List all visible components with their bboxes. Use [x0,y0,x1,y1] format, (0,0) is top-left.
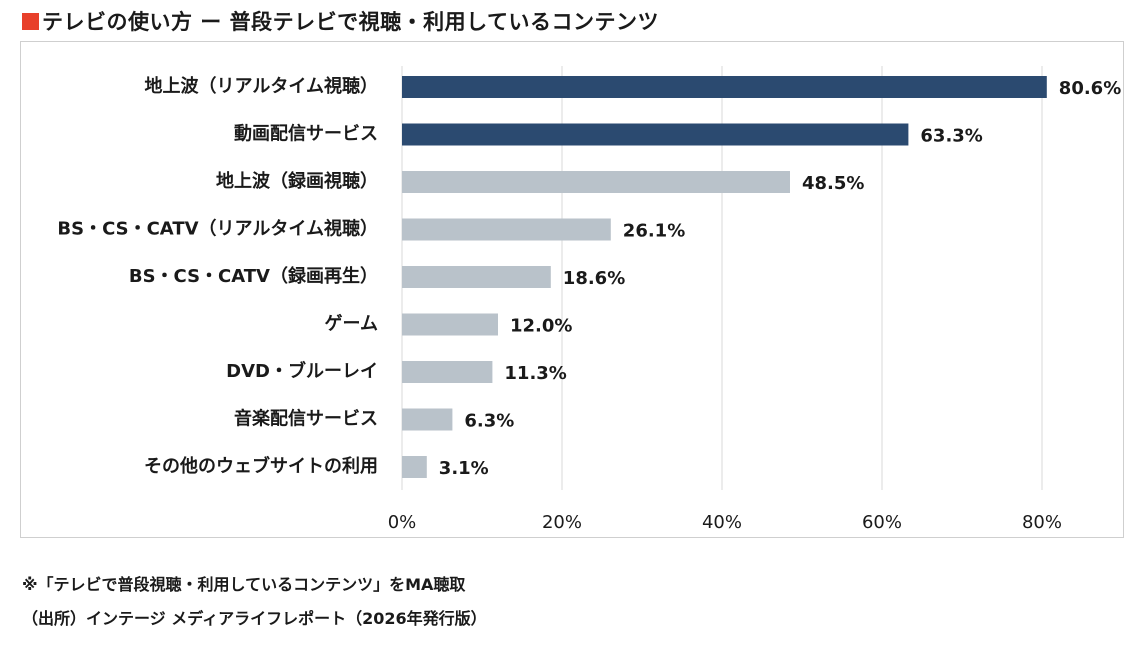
x-tick-label: 40% [702,512,742,533]
value-label: 18.6% [563,268,625,289]
bar [402,456,427,478]
category-label: 地上波（録画視聴） [216,170,378,192]
category-label: BS・CS・CATV（録画再生） [129,265,378,287]
bar [402,266,551,288]
x-tick-label: 20% [542,512,582,533]
category-label: ゲーム [325,313,378,335]
value-label: 26.1% [623,221,685,242]
value-label: 6.3% [464,411,514,432]
bar [402,171,790,193]
category-label: 動画配信サービス [234,123,378,145]
x-tick-label: 80% [1022,512,1062,533]
value-label: 12.0% [510,316,572,337]
value-label: 48.5% [802,173,864,194]
source-note: （出所）インテージ メディアライフレポート（2026年発行版） [22,609,487,628]
value-label: 3.1% [439,458,489,479]
chart-title: テレビの使い方 ー 普段テレビで視聴・利用しているコンテンツ [22,6,659,36]
chart-title-text: テレビの使い方 ー 普段テレビで視聴・利用しているコンテンツ [42,10,659,34]
value-label: 11.3% [504,363,566,384]
bar [402,313,498,336]
bar [402,76,1047,98]
bar-layer [402,76,1047,478]
category-label: DVD・ブルーレイ [226,360,378,382]
title-square-icon [22,12,39,30]
value-label: 63.3% [920,126,982,147]
category-label: BS・CS・CATV（リアルタイム視聴） [57,218,378,240]
bar [402,361,493,383]
category-label: その他のウェブサイトの利用 [144,455,378,477]
footnotes: ※「テレビで普段視聴・利用しているコンテンツ」をMA聴取 （出所）インテージ メ… [22,568,487,636]
bar [402,218,611,241]
value-label: 80.6% [1059,78,1121,99]
x-tick-label: 0% [388,512,417,533]
x-axis-ticks: 0% 20% 40% 60% 80% [388,512,1062,533]
x-tick-label: 60% [862,512,902,533]
bar [402,408,453,431]
survey-note: ※「テレビで普段視聴・利用しているコンテンツ」をMA聴取 [22,575,466,594]
bar [402,123,909,146]
category-label: 地上波（リアルタイム視聴） [145,75,378,97]
category-label: 音楽配信サービス [234,408,378,430]
label-layer: 地上波（リアルタイム視聴） 80.6% 動画配信サービス 63.3% 地上波（録画視聴）… [57,75,1121,479]
